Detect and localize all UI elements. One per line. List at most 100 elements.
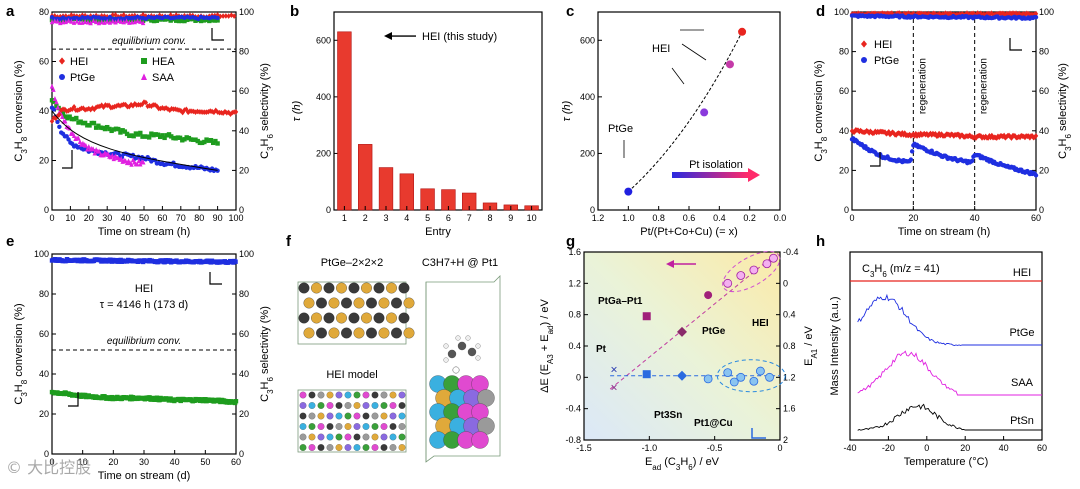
atom xyxy=(299,423,307,430)
x-tick-label: 30 xyxy=(139,457,149,467)
panel-letter: c xyxy=(566,3,574,20)
atom xyxy=(344,402,352,409)
hea-selectivity-point xyxy=(201,18,206,23)
atom xyxy=(353,444,361,451)
atom xyxy=(344,433,352,441)
hei-conversion-point xyxy=(989,132,995,139)
atom xyxy=(378,327,390,339)
hei-conversion-point xyxy=(139,101,145,108)
hea-conversion-point xyxy=(116,126,121,132)
saa-conversion-point xyxy=(92,150,97,156)
hei-conversion-point xyxy=(97,103,103,110)
blue-point xyxy=(765,372,774,382)
h-atom xyxy=(443,357,449,363)
atom xyxy=(403,327,415,339)
hea-conversion-point xyxy=(164,133,170,138)
x-tick-label: 8 xyxy=(487,213,492,223)
hea-conversion-point xyxy=(171,135,176,141)
hea-selectivity-point xyxy=(154,18,160,23)
hei-conversion-point xyxy=(1006,132,1012,139)
atom xyxy=(353,423,361,430)
saa-conversion-point xyxy=(60,113,65,119)
hea-conversion-point xyxy=(173,136,178,141)
atom xyxy=(303,297,315,309)
saa-conversion-point xyxy=(91,146,96,152)
hea-conversion-point xyxy=(87,123,92,128)
atom xyxy=(335,444,343,451)
hea-conversion-point xyxy=(177,135,183,140)
pt1cu-label: Pt1@Cu xyxy=(694,418,733,429)
saa-conversion-point xyxy=(76,135,81,141)
atom xyxy=(336,312,347,324)
saa-conversion-point xyxy=(71,133,77,139)
square-marker xyxy=(642,312,651,321)
atom xyxy=(326,433,334,441)
legend-label: SAA xyxy=(152,72,175,84)
ptge-trace-label: PtGe xyxy=(1009,327,1034,339)
hei-model-title: HEI model xyxy=(326,369,377,381)
magenta-point xyxy=(704,291,713,300)
h-atom xyxy=(475,355,481,361)
panel-b: b 0 200 400 600 1 2 3 4 5 6 7 8 9 10 Entry τ (h) HEI (thi… xyxy=(290,3,543,238)
x-tick-label: 40 xyxy=(121,213,131,223)
hei-conversion-point xyxy=(914,133,920,139)
legend-label: PtGe xyxy=(874,55,899,67)
x-tick-label: 0.8 xyxy=(652,213,665,223)
saa-conversion-point xyxy=(136,157,142,163)
x-tick-label: 30 xyxy=(102,213,112,223)
isolation-arrow-head xyxy=(748,168,760,182)
regeneration-label: regeneration xyxy=(979,58,990,114)
hei-selectivity-point xyxy=(970,10,976,17)
saa-conversion-point xyxy=(110,152,115,158)
hei-arrow-2 xyxy=(681,43,707,61)
atom xyxy=(362,391,370,399)
atom xyxy=(366,297,377,309)
y-axis-title: C3H8 conversion (%) xyxy=(13,303,29,404)
hea-conversion-point xyxy=(166,132,172,137)
ptge-selectivity-point xyxy=(215,15,220,21)
x-tick-label: 40 xyxy=(970,213,980,223)
atom xyxy=(353,327,365,339)
x-tick-label: 80 xyxy=(194,213,204,223)
hei-selectivity-point xyxy=(906,10,911,16)
hei-conversion-point xyxy=(938,132,943,139)
hea-selectivity-point xyxy=(151,18,157,24)
hei-selectivity-point xyxy=(196,13,201,20)
atom xyxy=(361,312,372,324)
x-tick-label: 50 xyxy=(139,213,149,223)
legend-marker xyxy=(59,74,65,80)
hei-selectivity-point xyxy=(889,10,895,16)
atom xyxy=(323,282,335,294)
isolation-arrow-body xyxy=(672,172,748,178)
hei-selectivity-point xyxy=(975,10,980,16)
x-tick-label: -0.5 xyxy=(707,443,723,453)
hea-selectivity-point xyxy=(212,18,218,23)
hei-conversion-point xyxy=(1030,133,1035,139)
y-axis-title: τ (h) xyxy=(561,100,573,121)
x-tick-label: 0.0 xyxy=(774,213,787,223)
data-point xyxy=(725,60,734,69)
y-tick-label: 20 xyxy=(239,409,249,419)
atom xyxy=(335,412,343,420)
atom xyxy=(362,402,370,409)
hei-selectivity-point xyxy=(926,10,931,17)
hea-conversion-point xyxy=(140,134,145,139)
panel-letter: b xyxy=(290,3,299,20)
ptge-trace xyxy=(857,293,1042,346)
atom xyxy=(335,402,343,409)
left-axis-arrow xyxy=(68,392,79,407)
bar xyxy=(358,144,373,211)
hei-conversion-point xyxy=(66,107,71,114)
hei-selectivity-point xyxy=(69,12,74,18)
panel-letter: f xyxy=(286,233,292,250)
y2-axis-title: EA1 / eV xyxy=(803,325,819,365)
ptge-conversion-point xyxy=(55,119,60,125)
atom xyxy=(335,423,343,430)
watermark: © 大比控股 xyxy=(6,458,92,477)
equilibrium-label: equilibrium conv. xyxy=(112,36,186,47)
atom xyxy=(298,312,310,324)
y-tick-label: 80 xyxy=(39,7,49,17)
hei-conversion-point xyxy=(101,104,106,111)
hei-conversion-point xyxy=(116,102,121,108)
hei-conversion-point xyxy=(929,132,934,138)
